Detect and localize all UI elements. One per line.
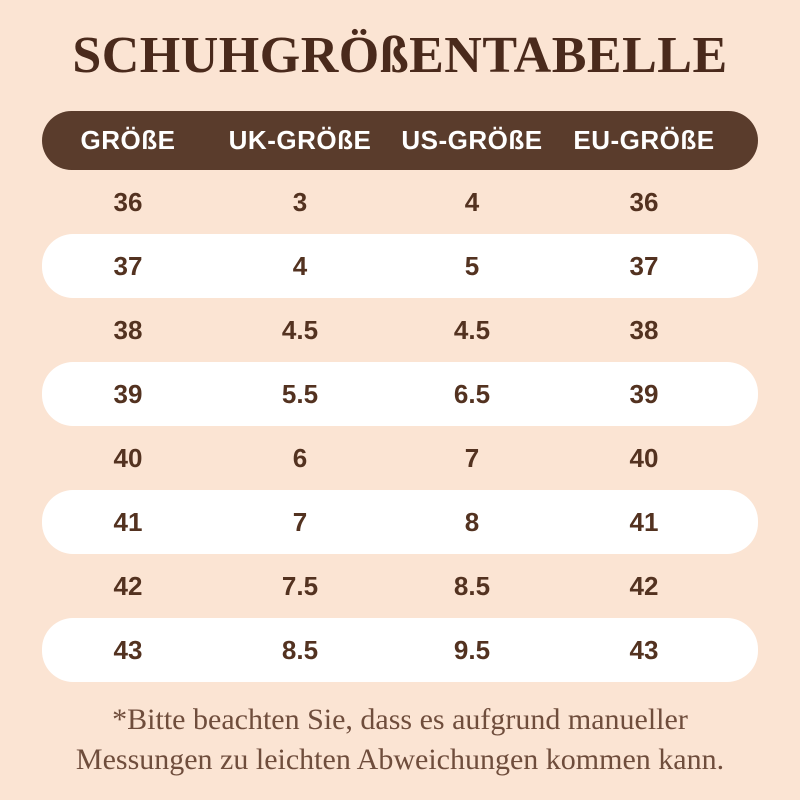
table-row: 40 6 7 40 [42,426,758,490]
table-cell: 4 [464,186,480,217]
table-cell: 36 [113,186,143,217]
table-cell: 8 [464,506,480,537]
table-cell: 5.5 [281,378,319,409]
footnote-line-1: *Bitte beachten Sie, dass es aufgrund ma… [112,703,688,736]
table-row: 37 4 5 37 [42,234,758,298]
header-cell-3: EU-GRÖßE [573,125,715,155]
header-cell-0: GRÖßE [80,125,176,155]
table-cell: 38 [113,314,143,345]
table-cell: 4 [292,250,308,281]
table-cell: 7 [464,442,480,473]
table-cell: 8.5 [453,570,491,601]
table-cell: 38 [629,314,659,345]
table-cell: 37 [113,250,143,281]
header-cell-1: UK-GRÖßE [228,125,372,155]
table-cell: 43 [113,634,143,665]
table-cell: 42 [113,570,143,601]
table-body: 36 3 4 36 37 4 5 37 38 4.5 4.5 38 39 5.5 6.5 39 40 6 7 40 41… [42,170,758,682]
table-row: 41 7 8 41 [42,490,758,554]
table-cell: 6.5 [453,378,491,409]
table-cell: 41 [113,506,143,537]
page-title: SCHUHGRÖßENTABELLE [72,27,728,84]
table-row: 38 4.5 4.5 38 [42,298,758,362]
table-cell: 8.5 [281,634,319,665]
table-cell: 9.5 [453,634,491,665]
table-cell: 42 [629,570,659,601]
table-row: 36 3 4 36 [42,170,758,234]
table-cell: 37 [629,250,659,281]
table-row: 42 7.5 8.5 42 [42,554,758,618]
table-cell: 41 [629,506,659,537]
table-row: 39 5.5 6.5 39 [42,362,758,426]
table-cell: 40 [629,442,659,473]
table-cell: 7.5 [281,570,319,601]
table-cell: 36 [629,186,659,217]
table-cell: 3 [292,186,308,217]
header-cell-2: US-GRÖßE [401,125,543,155]
table-cell: 7 [292,506,308,537]
table-cell: 39 [113,378,143,409]
table-cell: 6 [292,442,308,473]
table-cell: 40 [113,442,143,473]
table-cell: 4.5 [281,314,319,345]
table-header: GRÖßE UK-GRÖßE US-GRÖßE EU-GRÖßE [42,111,758,170]
size-table: GRÖßE UK-GRÖßE US-GRÖßE EU-GRÖßE 36 3 4 36 37 4 5… [42,111,758,682]
table-cell: 4.5 [453,314,491,345]
table-cell: 5 [464,250,480,281]
table-row: 43 8.5 9.5 43 [42,618,758,682]
table-cell: 39 [629,378,659,409]
table-cell: 43 [629,634,659,665]
footnote: *Bitte beachten Sie, dass es aufgrund ma… [0,700,800,780]
footnote-line-2: Messungen zu leichten Abweichungen komme… [75,743,725,776]
